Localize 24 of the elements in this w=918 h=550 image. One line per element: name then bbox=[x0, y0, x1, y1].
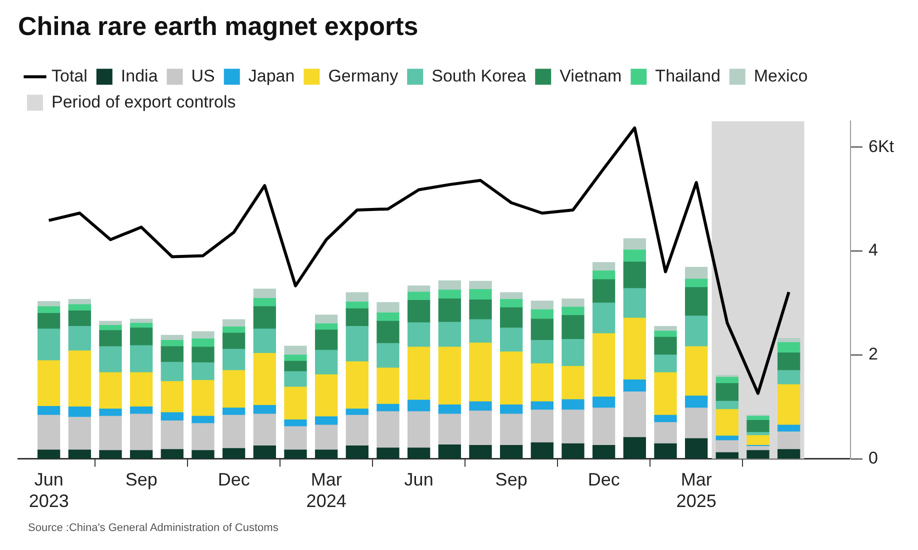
source-note: Source :China's General Administration of Customs bbox=[28, 522, 280, 534]
y-tick-label: 6Kt bbox=[868, 136, 894, 156]
y-tick-label: 2 bbox=[868, 344, 878, 364]
x-tick-label: Dec bbox=[218, 470, 250, 490]
y-tick-label: 4 bbox=[868, 240, 878, 260]
x-tick-label: Mar 2025 bbox=[676, 470, 716, 512]
legend-label: South Korea bbox=[432, 66, 527, 86]
legend-label: Japan bbox=[248, 66, 295, 86]
y-tick-label: 0 bbox=[868, 448, 878, 468]
legend-label: Total bbox=[52, 66, 88, 86]
legend-label: Vietnam bbox=[560, 66, 622, 86]
x-tick-label: Jun bbox=[404, 470, 434, 490]
x-tick-label: Sep bbox=[495, 470, 528, 490]
legend-label: India bbox=[120, 66, 158, 86]
legend-label: US bbox=[191, 66, 215, 86]
legend-label: Thailand bbox=[655, 66, 720, 86]
x-tick-label: Sep bbox=[125, 470, 158, 490]
legend-label: Germany bbox=[328, 66, 399, 86]
chart-title: China rare earth magnet exports bbox=[18, 10, 418, 41]
x-tick-label: Jun 2023 bbox=[28, 470, 69, 512]
x-tick-label: Mar 2024 bbox=[306, 470, 346, 512]
x-tick-label: Dec bbox=[588, 470, 620, 490]
legend-label: Period of export controls bbox=[52, 92, 236, 112]
legend-label: Mexico bbox=[754, 66, 808, 86]
